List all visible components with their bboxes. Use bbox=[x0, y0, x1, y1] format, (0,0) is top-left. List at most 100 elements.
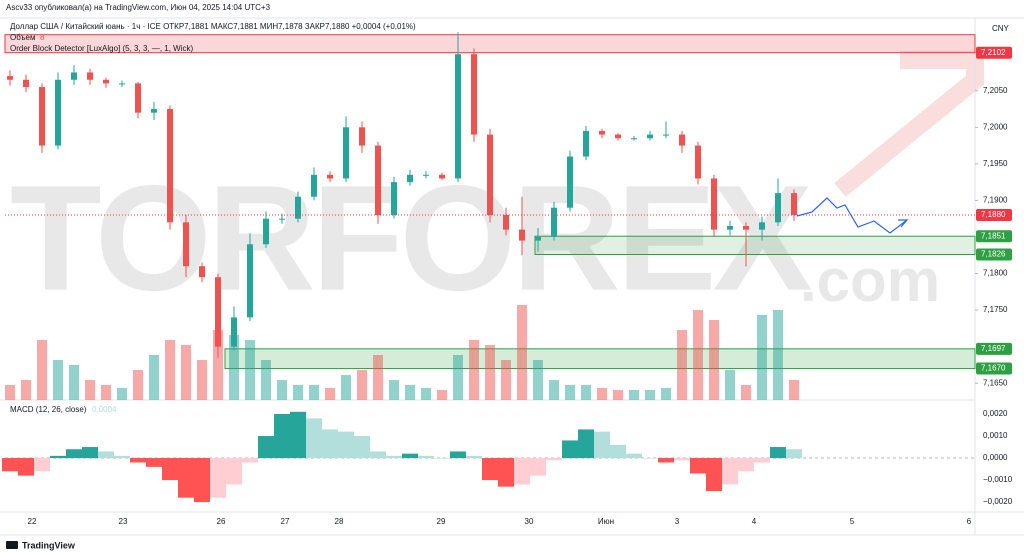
volume-bar bbox=[629, 390, 639, 400]
macd-bar bbox=[738, 458, 754, 472]
symbol-legend: Доллар США / Китайский юань · 1ч · ICE О… bbox=[10, 22, 416, 31]
candle-body bbox=[503, 215, 509, 230]
macd-bar bbox=[290, 411, 306, 459]
macd-bar bbox=[34, 458, 50, 472]
candle-body bbox=[167, 109, 173, 223]
x-tick-label: 27 bbox=[281, 517, 290, 526]
volume-bar bbox=[549, 380, 559, 400]
candle-body bbox=[535, 236, 541, 241]
publisher: Ascv33 опубликовал(а) на TradingView.com… bbox=[6, 3, 271, 12]
volume-bar bbox=[677, 330, 687, 400]
macd-bar bbox=[642, 458, 658, 459]
macd-bar bbox=[322, 429, 338, 459]
y2-tick-label: −0,0010 bbox=[983, 475, 1013, 484]
candle-body bbox=[567, 156, 573, 208]
candle-body bbox=[279, 218, 285, 220]
macd-bar bbox=[402, 453, 418, 459]
volume-bar bbox=[405, 385, 415, 400]
x-tick-label: 4 bbox=[752, 517, 757, 526]
candle-body bbox=[599, 130, 605, 135]
order-block-zone bbox=[534, 235, 976, 256]
candle-body bbox=[423, 174, 429, 176]
macd-bar bbox=[98, 451, 114, 459]
macd-bar bbox=[210, 458, 226, 498]
y2-tick-label: 0,0020 bbox=[983, 409, 1008, 418]
volume-bar bbox=[245, 340, 255, 400]
macd-bar bbox=[562, 440, 578, 459]
volume-bar bbox=[565, 385, 575, 400]
volume-bar bbox=[725, 370, 735, 400]
candle-body bbox=[71, 72, 77, 80]
indicator-legend: Order Block Detector [LuxAlgo] (5, 3, 3,… bbox=[10, 44, 194, 53]
candle-body bbox=[103, 79, 109, 84]
candle-body bbox=[7, 76, 13, 80]
candle-body bbox=[151, 109, 157, 113]
macd-bar bbox=[754, 458, 770, 463]
y-tick-label: 7,1950 bbox=[983, 159, 1008, 168]
volume-bar bbox=[581, 385, 591, 400]
volume-bar bbox=[437, 390, 447, 400]
macd-bar bbox=[274, 414, 290, 459]
forecast-drawing bbox=[796, 197, 909, 234]
volume-bar bbox=[229, 335, 239, 400]
candle-body bbox=[391, 182, 397, 216]
macd-bar bbox=[466, 455, 482, 459]
macd-bar bbox=[706, 458, 722, 492]
macd-bar bbox=[2, 458, 18, 472]
volume-bar bbox=[133, 370, 143, 400]
candle-body bbox=[791, 193, 797, 216]
volume-bar bbox=[613, 390, 623, 400]
y-tick-label: 7,2050 bbox=[983, 86, 1008, 95]
price-tag bbox=[976, 230, 1012, 243]
volume-bar bbox=[117, 388, 127, 400]
candle-body bbox=[743, 225, 749, 230]
candle-body bbox=[39, 87, 45, 146]
candle-body bbox=[455, 54, 461, 179]
macd-bar bbox=[482, 458, 498, 481]
x-tick-label: 6 bbox=[967, 517, 972, 526]
macd-bar bbox=[338, 431, 354, 459]
candle-body bbox=[359, 127, 365, 146]
candle-body bbox=[215, 277, 221, 347]
macd-bar bbox=[578, 429, 594, 459]
y-tick-label: 7,1650 bbox=[983, 378, 1008, 387]
macd-bar bbox=[226, 458, 242, 485]
candle-body bbox=[679, 134, 685, 146]
volume-bar bbox=[693, 310, 703, 400]
candle-body bbox=[231, 317, 237, 347]
macd-bar bbox=[114, 455, 130, 459]
candle-body bbox=[375, 145, 381, 216]
volume-bar bbox=[517, 305, 527, 400]
volume-bar bbox=[757, 315, 767, 400]
macd-bar bbox=[770, 447, 786, 459]
candle-body bbox=[263, 218, 269, 245]
candle-body bbox=[647, 134, 653, 139]
candle-body bbox=[87, 72, 93, 80]
volume-bar bbox=[213, 330, 223, 400]
macd-bar bbox=[370, 451, 386, 459]
candle-body bbox=[407, 174, 413, 183]
volume-bar bbox=[389, 380, 399, 400]
macd-bar bbox=[498, 458, 514, 487]
candle-body bbox=[119, 83, 125, 85]
y-tick-label: 7,2000 bbox=[983, 122, 1008, 131]
candle-body bbox=[439, 174, 445, 179]
macd-bar bbox=[674, 458, 690, 461]
macd-bar bbox=[354, 436, 370, 459]
macd-bar bbox=[434, 458, 450, 459]
volume-bar bbox=[597, 388, 607, 400]
currency: CNY bbox=[992, 24, 1010, 33]
x-tick-label: 26 bbox=[217, 517, 226, 526]
volume-bar bbox=[53, 360, 63, 400]
macd-bar bbox=[18, 458, 34, 476]
price-tag-label: 7,1826 bbox=[981, 250, 1006, 259]
volume-bar bbox=[469, 340, 479, 400]
candle-body bbox=[631, 138, 637, 140]
volume-bar bbox=[5, 385, 15, 400]
price-tag-label: 7,1880 bbox=[981, 210, 1006, 219]
macd-bar bbox=[386, 455, 402, 459]
candle-body bbox=[55, 79, 61, 146]
volume-bar bbox=[181, 345, 191, 400]
volume-bar bbox=[325, 388, 335, 400]
price-tag-label: 7,1670 bbox=[981, 364, 1006, 373]
